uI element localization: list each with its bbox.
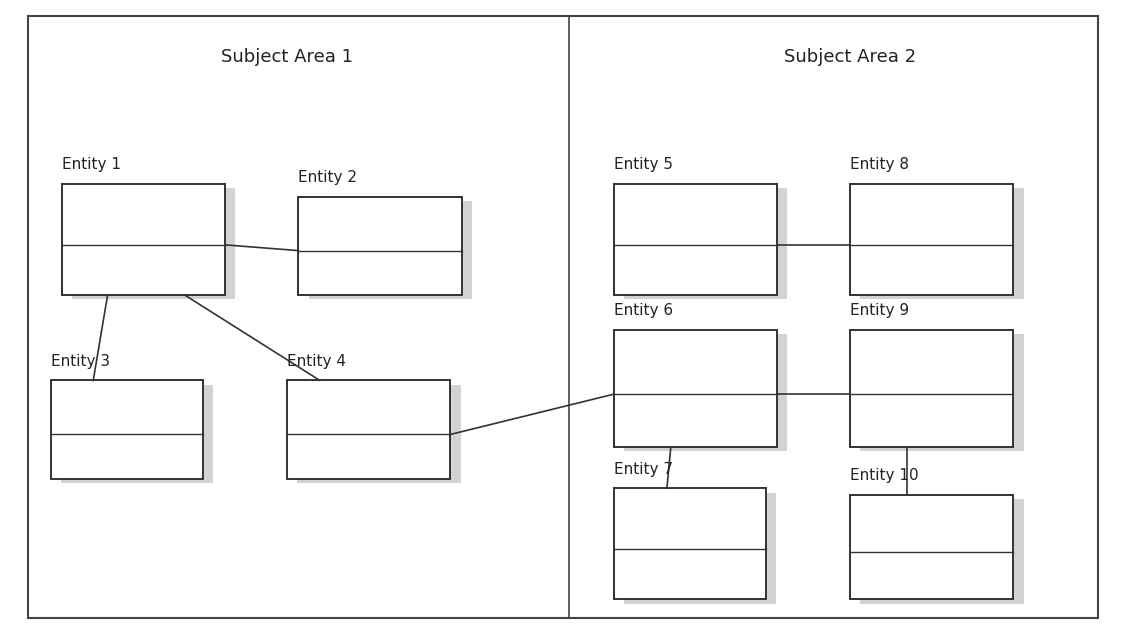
Bar	[614, 184, 777, 295]
Bar	[62, 184, 225, 295]
Bar	[624, 493, 776, 604]
Bar	[624, 188, 787, 299]
Bar	[51, 380, 203, 479]
Bar	[297, 385, 461, 483]
Text: Entity 9: Entity 9	[850, 303, 910, 318]
Text: Entity 3: Entity 3	[51, 354, 110, 369]
Text: Entity 5: Entity 5	[614, 157, 672, 172]
Text: Entity 10: Entity 10	[850, 468, 919, 483]
Bar	[850, 184, 1013, 295]
Bar	[850, 330, 1013, 447]
Bar	[287, 380, 450, 479]
Bar	[298, 197, 462, 295]
Bar	[850, 495, 1013, 599]
Bar	[61, 385, 213, 483]
Text: Entity 8: Entity 8	[850, 157, 909, 172]
Text: Entity 7: Entity 7	[614, 462, 672, 477]
Text: Entity 2: Entity 2	[298, 170, 357, 185]
Text: Entity 6: Entity 6	[614, 303, 673, 318]
Bar	[614, 488, 766, 599]
Bar	[860, 188, 1024, 299]
Bar	[860, 334, 1024, 451]
Bar	[309, 201, 472, 299]
Text: Entity 1: Entity 1	[62, 157, 120, 172]
Text: Subject Area 1: Subject Area 1	[221, 48, 354, 66]
Bar	[614, 330, 777, 447]
Text: Subject Area 2: Subject Area 2	[784, 48, 917, 66]
Text: Entity 4: Entity 4	[287, 354, 346, 369]
Bar	[72, 188, 235, 299]
Bar	[860, 499, 1024, 604]
Bar	[624, 334, 787, 451]
